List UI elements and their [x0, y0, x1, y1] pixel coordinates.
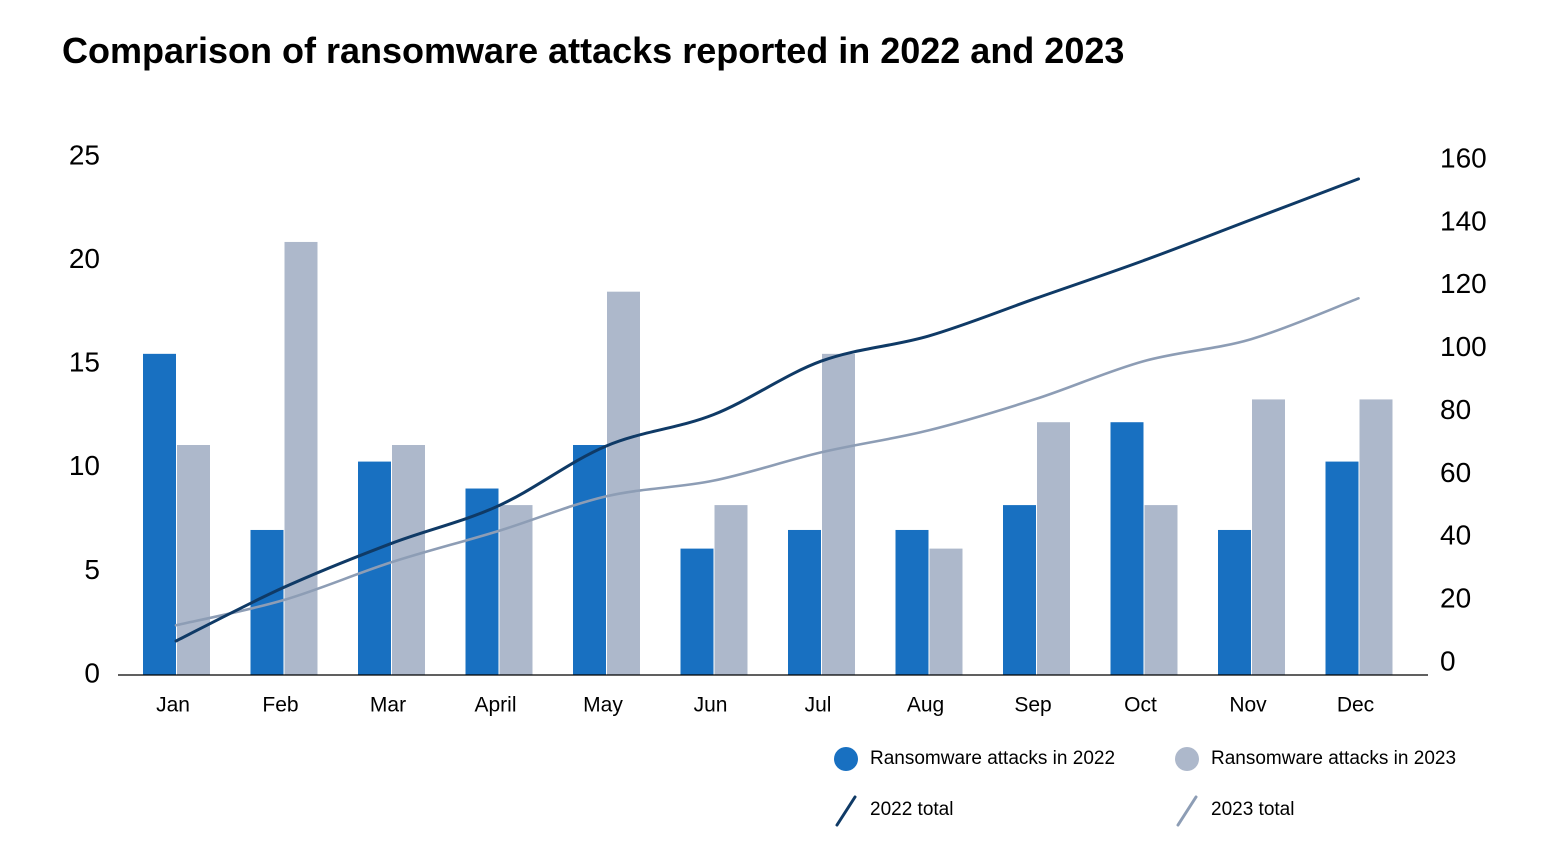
x-tick-label: Dec [1337, 694, 1374, 717]
bar-2023 [177, 445, 210, 675]
y-right-tick-label: 140 [1440, 205, 1487, 236]
y-left-tick-label: 20 [69, 243, 100, 274]
line-2023-total [174, 297, 1360, 627]
x-tick-label: Aug [907, 694, 944, 717]
bar-2023 [284, 241, 318, 675]
legend-label: 2023 total [1211, 799, 1294, 820]
y-left-tick-label: 25 [69, 139, 100, 170]
legend-swatch-2022-total [835, 795, 857, 827]
x-tick-label: Jul [805, 694, 832, 717]
x-tick-label: April [474, 694, 516, 717]
y-right-tick-label: 40 [1440, 520, 1471, 551]
y-right-tick-label: 20 [1440, 583, 1471, 614]
y-left-tick-label: 10 [69, 450, 100, 481]
bar-2022 [465, 488, 499, 675]
y-left-tick-label: 15 [69, 347, 100, 378]
legend-swatch-2023 [1175, 747, 1199, 771]
bar-2022 [143, 353, 176, 675]
y-left-tick-label: 0 [84, 657, 100, 688]
bar-2022 [680, 548, 714, 675]
bar-2022 [895, 529, 929, 675]
x-tick-label: Jun [694, 694, 728, 717]
x-tick-label: Feb [262, 694, 298, 717]
x-tick-label: Mar [370, 694, 406, 717]
chart-title: Comparison of ransomware attacks reporte… [62, 30, 1125, 71]
bar-2023 [1359, 399, 1393, 675]
bar-2023 [929, 548, 963, 675]
y-right-tick-label: 80 [1440, 394, 1471, 425]
line-2022-total [174, 177, 1360, 643]
bar-2023 [822, 353, 855, 675]
bar-2023 [1252, 399, 1285, 675]
bar-2022 [573, 445, 606, 675]
bar-2023 [499, 505, 533, 675]
y-right-tick-label: 100 [1440, 331, 1487, 362]
x-tick-label: Jan [156, 694, 190, 717]
y-right-tick-label: 0 [1440, 645, 1456, 676]
legend-swatch-2022 [834, 747, 858, 771]
bar-2022 [1110, 422, 1144, 675]
legend-label: 2022 total [870, 799, 953, 820]
legend-label: Ransomware attacks in 2022 [870, 748, 1115, 769]
bar-2023 [607, 291, 640, 675]
x-tick-label: Nov [1229, 694, 1267, 717]
legend-swatch-2023-total [1176, 795, 1198, 827]
y-right-tick-label: 120 [1440, 268, 1487, 299]
legend-label: Ransomware attacks in 2023 [1211, 748, 1456, 769]
x-tick-label: Sep [1014, 694, 1051, 717]
bar-2023 [1037, 422, 1070, 675]
y-left-tick-label: 5 [84, 554, 100, 585]
bar-2022 [1003, 505, 1036, 675]
bar-2023 [714, 505, 748, 675]
bar-2022 [1325, 461, 1359, 675]
bar-2023 [1144, 505, 1178, 675]
x-tick-label: Oct [1124, 694, 1157, 717]
x-tick-label: May [583, 694, 623, 717]
y-right-tick-label: 160 [1440, 142, 1487, 173]
bar-2022 [788, 529, 821, 675]
bar-2022 [1218, 529, 1251, 675]
y-right-tick-label: 60 [1440, 457, 1471, 488]
